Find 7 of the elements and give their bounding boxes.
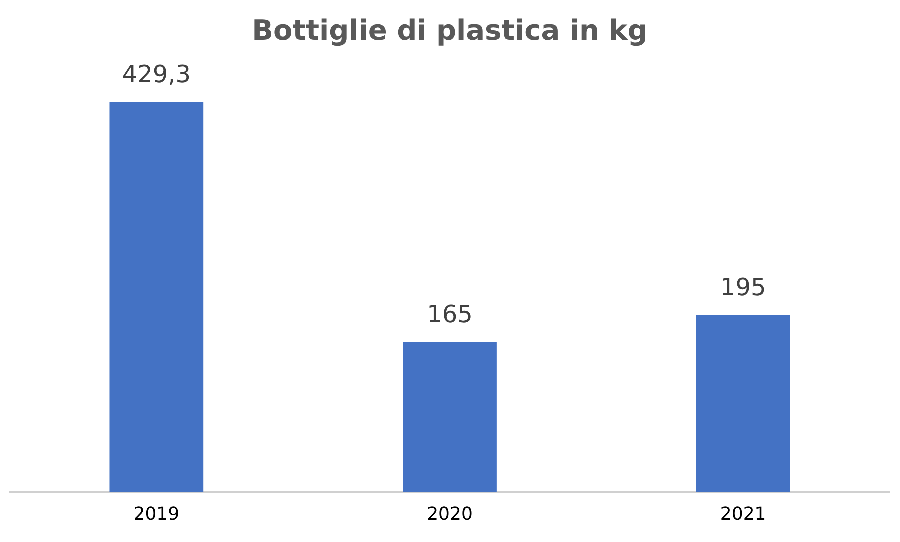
- chart-title: Bottiglie di plastica in kg: [252, 14, 648, 48]
- data-label: 165: [427, 300, 473, 329]
- data-label: 429,3: [122, 60, 192, 89]
- data-label: 195: [720, 273, 766, 302]
- x-tick-label: 2019: [134, 504, 180, 525]
- x-tick-label: 2020: [427, 504, 473, 525]
- x-tick-label: 2021: [720, 504, 766, 525]
